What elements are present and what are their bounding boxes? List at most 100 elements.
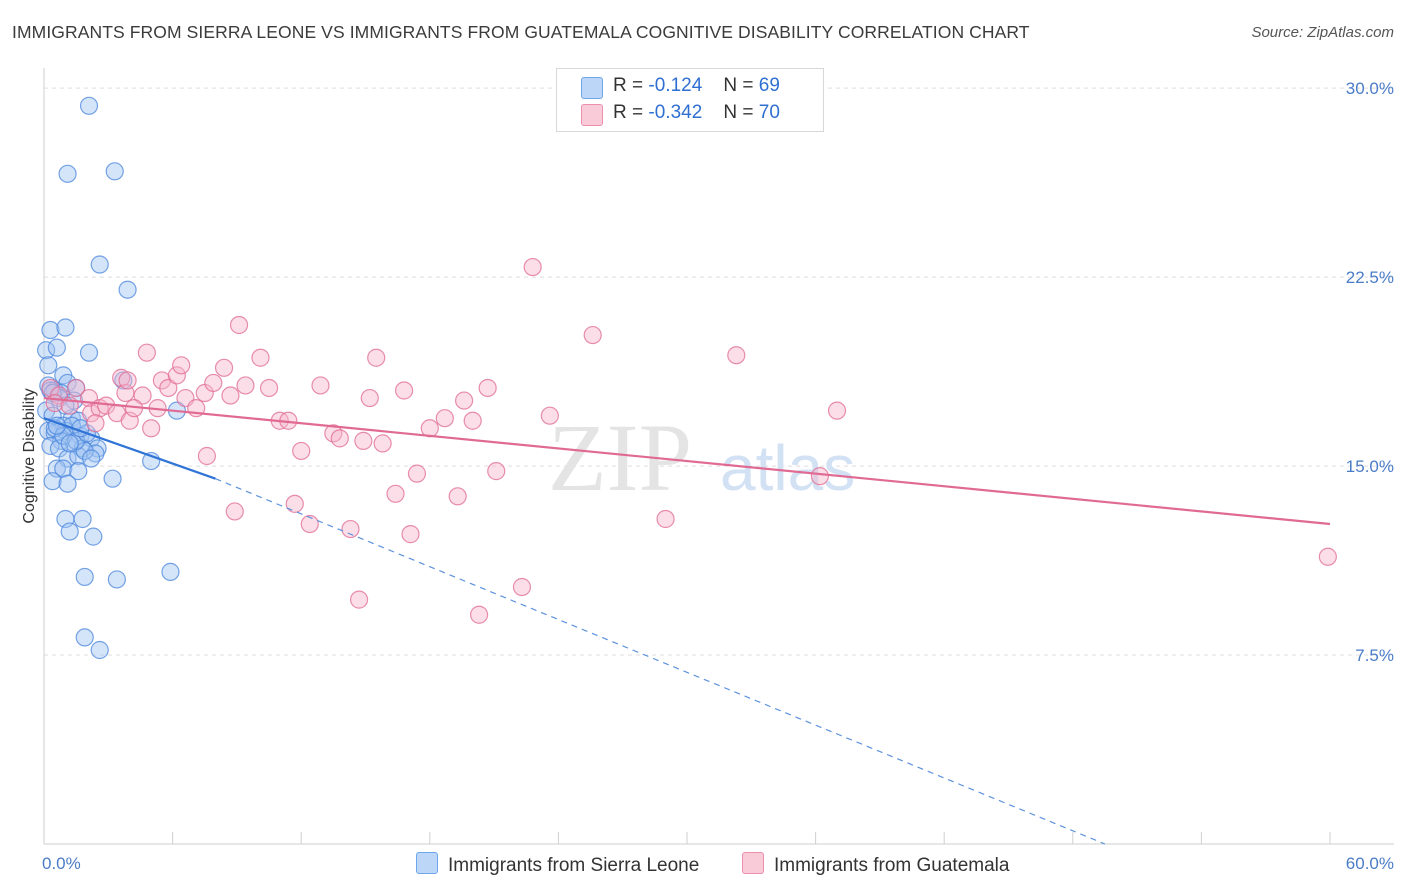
point-sierra-leone (118, 280, 137, 299)
point-guatemala (512, 577, 532, 597)
point-sierra-leone (60, 522, 79, 541)
point-sierra-leone (103, 469, 122, 488)
grid-layer (44, 87, 1394, 656)
point-guatemala (386, 484, 405, 503)
legend-r-value-sierra-leone: -0.124 (648, 75, 703, 96)
legend-n-value-sierra-leone: 69 (758, 75, 780, 96)
point-guatemala (197, 446, 216, 466)
x-tick-label-max: 60.0% (1346, 854, 1394, 873)
point-guatemala (827, 401, 847, 420)
y-tick-label: 30.0% (1346, 79, 1394, 98)
point-sierra-leone (56, 318, 75, 337)
point-guatemala (172, 356, 191, 375)
point-sierra-leone (60, 434, 79, 453)
point-guatemala (810, 467, 829, 486)
legend-r-value-guatemala: -0.342 (648, 102, 703, 123)
bottom-legend-label-guatemala: Immigrants from Guatemala (774, 855, 1010, 876)
point-guatemala (478, 378, 497, 398)
legend-r-label: R = (613, 75, 644, 96)
point-sierra-leone (58, 474, 77, 493)
point-guatemala (454, 391, 474, 410)
trend-line-sierra-leone-extended (215, 478, 1106, 845)
legend-n-label: N = (723, 75, 754, 96)
point-sierra-leone (54, 459, 73, 478)
bottom-legend-swatch-sierra-leone (416, 852, 438, 874)
point-guatemala (407, 464, 427, 483)
trend-line-guatemala (43, 396, 1331, 526)
point-sierra-leone (84, 527, 103, 546)
y-tick-label: 7.5% (1355, 646, 1394, 665)
point-guatemala (373, 434, 392, 453)
point-guatemala (45, 393, 64, 413)
point-sierra-leone (90, 255, 109, 274)
point-guatemala (225, 502, 244, 521)
bottom-legend-sierra-leone: Immigrants from Sierra Leone (416, 852, 699, 877)
point-guatemala (463, 411, 482, 430)
legend-swatch-sierra-leone (581, 77, 603, 99)
point-sierra-leone (41, 320, 60, 340)
y-tick-label: 22.5% (1346, 268, 1394, 287)
point-guatemala (159, 378, 178, 398)
trend-line-sierra-leone (43, 417, 216, 480)
point-guatemala (401, 525, 420, 544)
point-guatemala (1318, 547, 1337, 566)
point-sierra-leone (43, 472, 62, 491)
point-guatemala (540, 406, 559, 425)
point-sierra-leone (37, 341, 56, 360)
point-guatemala (487, 462, 506, 481)
chart-title: IMMIGRANTS FROM SIERRA LEONE VS IMMIGRAN… (12, 22, 1030, 42)
point-guatemala (221, 386, 240, 405)
point-guatemala (354, 431, 373, 450)
point-guatemala (167, 366, 186, 385)
legend-swatch-guatemala (581, 104, 603, 126)
x-tick-label-min: 0.0% (42, 854, 81, 873)
points-layer (37, 96, 1337, 660)
point-guatemala (214, 358, 234, 377)
point-guatemala (142, 419, 161, 438)
point-guatemala (251, 348, 270, 367)
point-guatemala (523, 257, 542, 277)
point-guatemala (727, 346, 746, 365)
point-sierra-leone (47, 338, 66, 357)
legend: R = -0.124 N = 69 R = -0.342 N = 70 (556, 68, 824, 132)
point-guatemala (133, 386, 152, 405)
bottom-legend-guatemala: Immigrants from Guatemala (742, 852, 1009, 877)
point-guatemala (367, 348, 386, 367)
y-tick-labels: 7.5% 15.0% 22.5% 30.0% (1346, 79, 1394, 665)
point-guatemala (311, 376, 330, 395)
point-guatemala (292, 441, 311, 461)
point-guatemala (67, 378, 86, 398)
point-guatemala (259, 378, 279, 398)
point-guatemala (394, 381, 414, 400)
point-sierra-leone (79, 343, 99, 362)
point-guatemala (285, 494, 304, 513)
point-guatemala (435, 409, 454, 428)
point-sierra-leone (82, 449, 101, 468)
point-guatemala (360, 388, 379, 408)
point-sierra-leone (75, 628, 94, 647)
point-sierra-leone (69, 462, 88, 481)
point-guatemala (341, 519, 360, 539)
point-sierra-leone (161, 562, 180, 581)
point-sierra-leone (73, 509, 92, 529)
point-guatemala (118, 371, 137, 390)
point-guatemala (229, 315, 249, 335)
y-tick-label: 15.0% (1346, 457, 1394, 476)
watermark-atlas: atlas (720, 432, 855, 504)
point-sierra-leone (107, 570, 126, 589)
axes-layer (43, 68, 1394, 845)
point-guatemala (469, 605, 489, 624)
point-sierra-leone (39, 356, 58, 375)
point-guatemala (82, 404, 101, 423)
point-guatemala (448, 487, 467, 506)
point-sierra-leone (90, 640, 109, 660)
bottom-legend-label-sierra-leone: Immigrants from Sierra Leone (448, 855, 700, 876)
point-guatemala (204, 373, 223, 393)
point-guatemala (330, 429, 349, 448)
point-sierra-leone (58, 164, 77, 183)
bottom-legend-swatch-guatemala (742, 852, 764, 874)
point-guatemala (300, 514, 319, 534)
point-sierra-leone (75, 567, 94, 587)
trend-layer (43, 396, 1331, 845)
